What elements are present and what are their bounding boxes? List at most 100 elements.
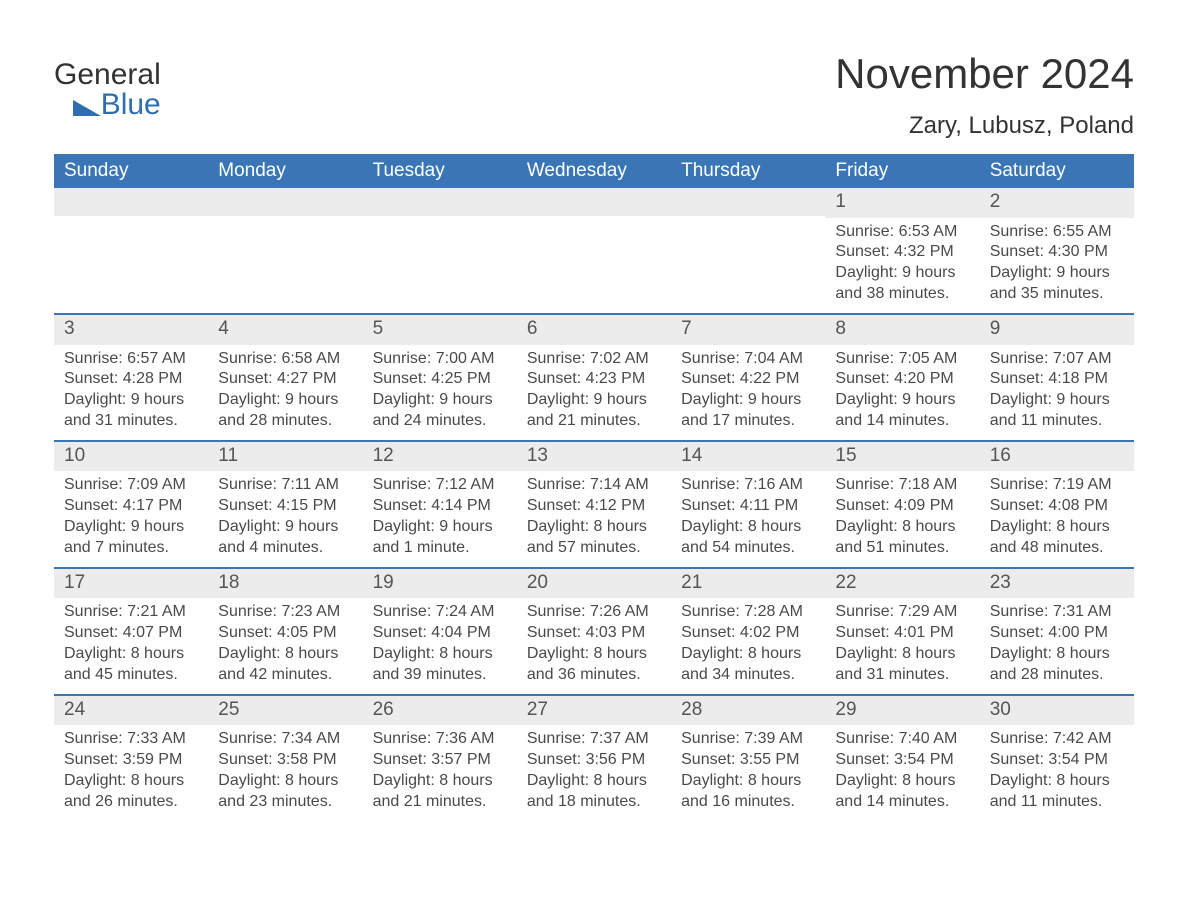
daylight-line2: and 14 minutes. (835, 411, 969, 432)
sunrise-line: Sunrise: 7:18 AM (835, 475, 969, 496)
day-cell: 13Sunrise: 7:14 AMSunset: 4:12 PMDayligh… (517, 442, 671, 567)
daylight-line2: and 1 minute. (373, 538, 507, 559)
day-cell: 28Sunrise: 7:39 AMSunset: 3:55 PMDayligh… (671, 696, 825, 821)
day-body: Sunrise: 7:26 AMSunset: 4:03 PMDaylight:… (517, 598, 671, 693)
sunset-line: Sunset: 4:07 PM (64, 623, 198, 644)
sunset-value: 4:28 PM (123, 370, 183, 387)
daylight-line2: and 18 minutes. (527, 792, 661, 813)
sunrise-line: Sunrise: 7:29 AM (835, 602, 969, 623)
day-number: 17 (54, 569, 208, 599)
sunrise-value: 7:23 AM (281, 603, 340, 620)
daylight-value1: 9 hours (285, 518, 338, 535)
sunset-line: Sunset: 3:55 PM (681, 750, 815, 771)
day-header: Saturday (980, 154, 1134, 188)
day-body: Sunrise: 7:00 AMSunset: 4:25 PMDaylight:… (363, 345, 517, 440)
daylight-line2: and 21 minutes. (373, 792, 507, 813)
sunrise-label: Sunrise: (990, 350, 1049, 367)
sunset-label: Sunset: (681, 497, 735, 514)
sunset-label: Sunset: (373, 624, 427, 641)
header: General Blue November 2024 Zary, Lubusz,… (54, 50, 1134, 140)
sunrise-line: Sunrise: 6:57 AM (64, 349, 198, 370)
sunset-line: Sunset: 4:12 PM (527, 496, 661, 517)
sunset-value: 4:09 PM (894, 497, 954, 514)
daylight-line1: Daylight: 9 hours (835, 263, 969, 284)
day-cell: 25Sunrise: 7:34 AMSunset: 3:58 PMDayligh… (208, 696, 362, 821)
sunrise-value: 7:04 AM (744, 350, 803, 367)
daylight-value1: 9 hours (594, 391, 647, 408)
day-cell: 3Sunrise: 6:57 AMSunset: 4:28 PMDaylight… (54, 315, 208, 440)
daylight-value1: 8 hours (439, 645, 492, 662)
empty-daynum-bar (517, 188, 671, 216)
sunset-label: Sunset: (835, 624, 889, 641)
day-cell: 29Sunrise: 7:40 AMSunset: 3:54 PMDayligh… (825, 696, 979, 821)
sunrise-line: Sunrise: 7:23 AM (218, 602, 352, 623)
sunrise-line: Sunrise: 7:36 AM (373, 729, 507, 750)
daylight-value1: 8 hours (439, 772, 492, 789)
day-cell: 7Sunrise: 7:04 AMSunset: 4:22 PMDaylight… (671, 315, 825, 440)
sunset-value: 4:17 PM (123, 497, 183, 514)
daylight-line1: Daylight: 9 hours (64, 517, 198, 538)
day-number: 23 (980, 569, 1134, 599)
day-body: Sunrise: 6:55 AMSunset: 4:30 PMDaylight:… (980, 218, 1134, 313)
sunrise-label: Sunrise: (218, 350, 277, 367)
day-cell: 2Sunrise: 6:55 AMSunset: 4:30 PMDaylight… (980, 188, 1134, 313)
day-number: 4 (208, 315, 362, 345)
daylight-label: Daylight: (681, 645, 743, 662)
sunrise-value: 7:09 AM (127, 476, 186, 493)
day-cell: 5Sunrise: 7:00 AMSunset: 4:25 PMDaylight… (363, 315, 517, 440)
sunrise-value: 7:31 AM (1053, 603, 1112, 620)
day-cell: 21Sunrise: 7:28 AMSunset: 4:02 PMDayligh… (671, 569, 825, 694)
day-number: 13 (517, 442, 671, 472)
sunrise-value: 7:29 AM (899, 603, 958, 620)
sunset-label: Sunset: (990, 497, 1044, 514)
sunrise-value: 7:19 AM (1053, 476, 1112, 493)
sunset-label: Sunset: (218, 624, 272, 641)
sunrise-line: Sunrise: 7:04 AM (681, 349, 815, 370)
day-body: Sunrise: 7:19 AMSunset: 4:08 PMDaylight:… (980, 471, 1134, 566)
sunrise-label: Sunrise: (373, 350, 432, 367)
day-number: 28 (671, 696, 825, 726)
daylight-line1: Daylight: 8 hours (990, 644, 1124, 665)
week-row: 24Sunrise: 7:33 AMSunset: 3:59 PMDayligh… (54, 694, 1134, 821)
sunrise-line: Sunrise: 7:05 AM (835, 349, 969, 370)
sunset-label: Sunset: (681, 370, 735, 387)
daylight-value1: 8 hours (285, 645, 338, 662)
sunset-label: Sunset: (218, 370, 272, 387)
daylight-value1: 8 hours (285, 772, 338, 789)
sunset-line: Sunset: 4:18 PM (990, 369, 1124, 390)
sunrise-line: Sunrise: 7:16 AM (681, 475, 815, 496)
daylight-value1: 9 hours (439, 518, 492, 535)
day-number: 9 (980, 315, 1134, 345)
day-body: Sunrise: 7:04 AMSunset: 4:22 PMDaylight:… (671, 345, 825, 440)
day-cell: 1Sunrise: 6:53 AMSunset: 4:32 PMDaylight… (825, 188, 979, 313)
day-body: Sunrise: 7:36 AMSunset: 3:57 PMDaylight:… (363, 725, 517, 820)
sunrise-label: Sunrise: (64, 476, 123, 493)
sunrise-line: Sunrise: 7:07 AM (990, 349, 1124, 370)
sunrise-line: Sunrise: 7:31 AM (990, 602, 1124, 623)
sunrise-label: Sunrise: (681, 730, 740, 747)
day-cell: 8Sunrise: 7:05 AMSunset: 4:20 PMDaylight… (825, 315, 979, 440)
sunset-label: Sunset: (373, 497, 427, 514)
sunset-value: 3:54 PM (894, 751, 954, 768)
day-cell: 4Sunrise: 6:58 AMSunset: 4:27 PMDaylight… (208, 315, 362, 440)
day-header: Friday (825, 154, 979, 188)
sunset-line: Sunset: 4:01 PM (835, 623, 969, 644)
day-header: Monday (208, 154, 362, 188)
sunset-label: Sunset: (218, 497, 272, 514)
day-body: Sunrise: 7:23 AMSunset: 4:05 PMDaylight:… (208, 598, 362, 693)
sunset-value: 4:00 PM (1048, 624, 1108, 641)
daylight-value1: 8 hours (594, 772, 647, 789)
sunset-label: Sunset: (835, 243, 889, 260)
sunrise-value: 7:28 AM (744, 603, 803, 620)
day-number: 14 (671, 442, 825, 472)
day-cell (363, 188, 517, 313)
sunrise-value: 7:34 AM (281, 730, 340, 747)
sunrise-line: Sunrise: 7:28 AM (681, 602, 815, 623)
title-block: November 2024 Zary, Lubusz, Poland (835, 50, 1134, 140)
daylight-line2: and 48 minutes. (990, 538, 1124, 559)
sunset-value: 4:20 PM (894, 370, 954, 387)
sunrise-label: Sunrise: (835, 730, 894, 747)
day-number: 7 (671, 315, 825, 345)
day-body: Sunrise: 7:33 AMSunset: 3:59 PMDaylight:… (54, 725, 208, 820)
daylight-label: Daylight: (373, 518, 435, 535)
